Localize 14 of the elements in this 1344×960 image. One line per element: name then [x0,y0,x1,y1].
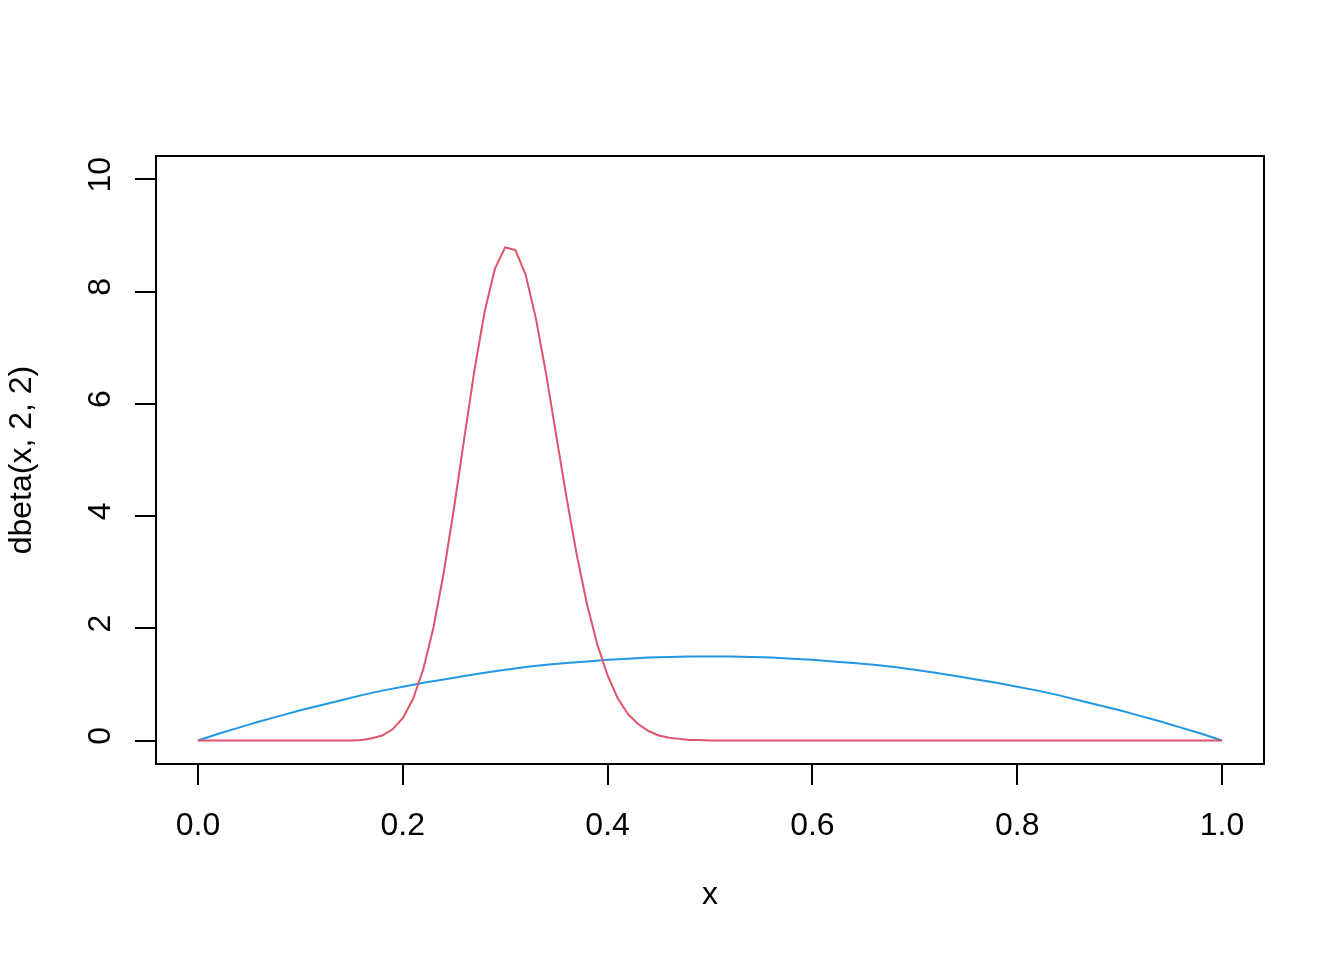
y-tick-label: 10 [81,156,118,193]
x-tick-label: 0.4 [585,806,630,843]
y-tick-label: 8 [81,277,118,296]
x-tick-label: 1.0 [1199,806,1245,843]
x-tick-label: 0.8 [994,806,1040,843]
x-tick-label: 0.0 [175,806,221,843]
y-tick-label: 2 [81,614,118,633]
y-tick-label: 6 [81,390,118,408]
x-tick-label: 0.2 [380,806,426,843]
x-axis-title: x [702,874,718,911]
y-axis-title: dbeta(x, 2, 2) [2,365,38,555]
y-tick-label: 0 [81,726,118,745]
x-tick-label: 0.6 [790,806,835,843]
y-tick-label: 4 [81,502,118,521]
